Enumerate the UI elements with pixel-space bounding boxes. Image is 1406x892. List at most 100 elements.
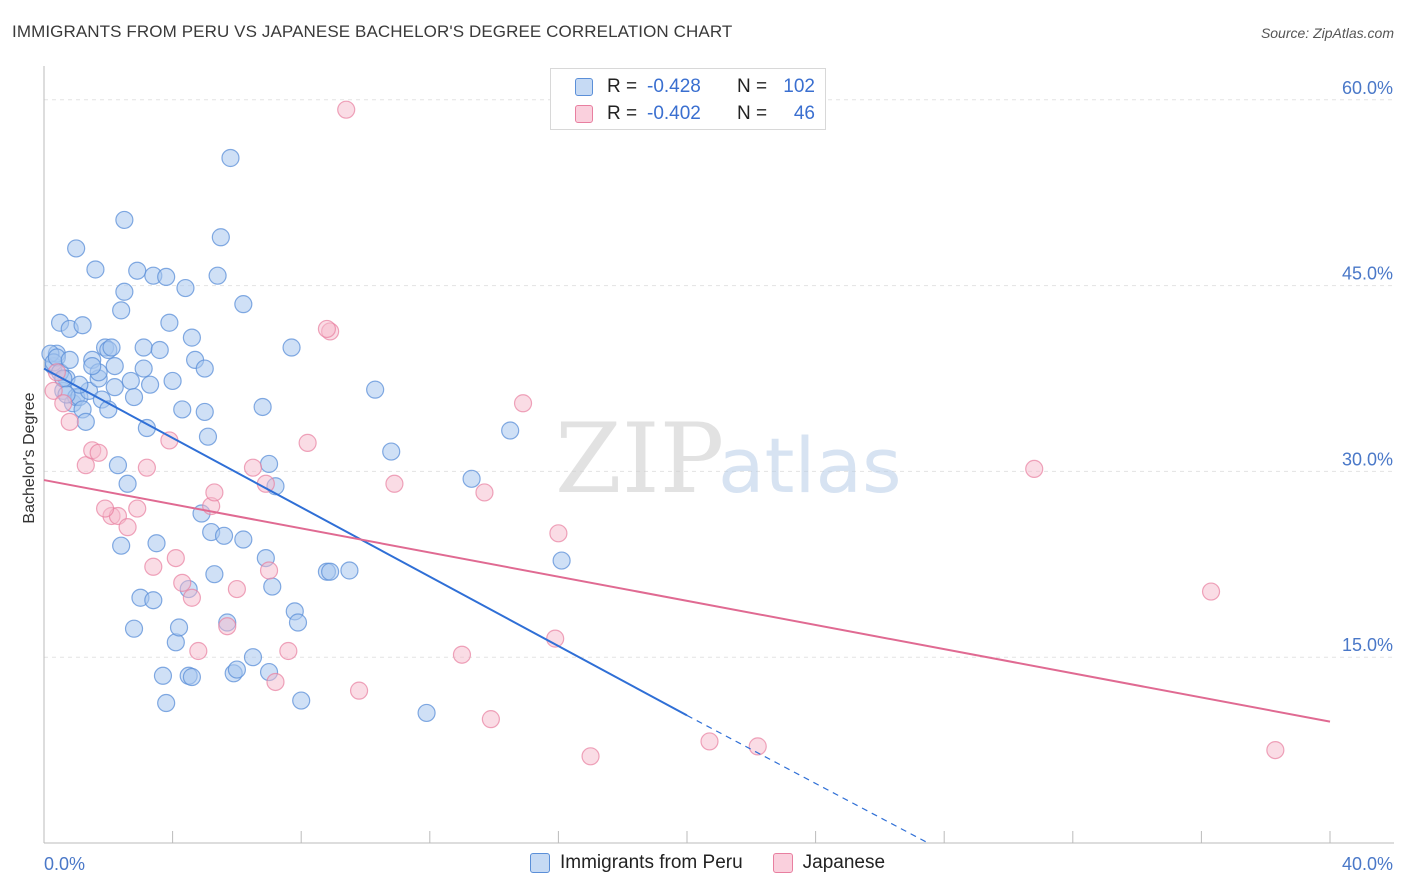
data-point-japanese — [1201, 582, 1221, 601]
data-point-peru — [160, 313, 179, 332]
data-point-japanese — [173, 573, 192, 592]
data-point-japanese — [581, 747, 600, 766]
data-point-peru — [259, 454, 279, 474]
data-point-peru — [115, 210, 134, 230]
data-point-japanese — [279, 641, 298, 661]
trend-lines — [43, 367, 1331, 844]
data-point-japanese — [137, 458, 156, 477]
data-point-peru — [340, 561, 359, 580]
grid-lines — [44, 99, 1394, 658]
data-point-japanese — [189, 641, 208, 661]
data-point-peru — [166, 633, 185, 652]
data-point-peru — [501, 421, 520, 440]
data-point-japanese — [298, 433, 317, 452]
legend-swatch-japanese — [772, 853, 793, 873]
data-point-japanese — [44, 381, 63, 400]
data-point-peru — [153, 666, 173, 685]
data-point-japanese — [259, 561, 279, 580]
data-point-peru — [67, 239, 86, 258]
data-point-japanese — [243, 458, 263, 477]
data-point-peru — [198, 427, 218, 446]
data-point-peru — [105, 356, 124, 376]
data-point-japanese — [266, 672, 285, 692]
legend-n-label: N = — [737, 76, 768, 97]
data-point-peru — [417, 703, 436, 723]
y-tick-label: 60.0% — [1342, 78, 1393, 98]
y-tick-label: 30.0% — [1342, 449, 1393, 469]
legend-r-value: -0.402 — [647, 103, 701, 124]
data-point-japanese — [1025, 459, 1044, 479]
data-point-peru — [147, 534, 166, 553]
data-point-japanese — [54, 394, 73, 413]
data-point-japanese — [60, 412, 79, 431]
series-legend: Immigrants from Peru Japanese — [530, 852, 915, 874]
data-point-peru — [124, 387, 144, 407]
legend-row-peru: R = -0.428 N = 102 — [575, 74, 815, 100]
data-point-peru — [234, 295, 253, 314]
watermark: ZIP atlas — [555, 403, 902, 515]
legend-item-peru: Immigrants from Peru — [530, 852, 743, 874]
data-point-peru — [163, 371, 182, 391]
data-point-peru — [227, 660, 246, 679]
data-point-japanese — [452, 645, 472, 664]
data-point-peru — [140, 375, 160, 394]
data-point-japanese — [89, 443, 108, 462]
y-tick-labels: 15.0% 30.0% 45.0% 60.0% — [1342, 78, 1393, 655]
y-axis-label: Bachelor's Degree — [21, 392, 38, 523]
data-point-peru — [195, 359, 214, 378]
data-point-japanese — [317, 319, 337, 339]
data-point-peru — [321, 562, 340, 581]
legend-item-japanese: Japanese — [772, 852, 886, 874]
data-point-peru — [157, 693, 176, 713]
trend-line-peru-extension — [686, 714, 929, 844]
data-point-peru — [76, 412, 95, 431]
legend-n-label: N = — [737, 103, 768, 124]
data-point-japanese — [256, 474, 275, 493]
data-point-peru — [124, 619, 144, 638]
data-point-japanese — [95, 499, 115, 518]
data-point-peru — [112, 536, 131, 555]
data-point-japanese — [349, 681, 369, 700]
data-point-japanese — [1266, 740, 1285, 760]
data-point-japanese — [385, 474, 404, 493]
data-point-peru — [134, 359, 153, 378]
data-point-peru — [144, 591, 163, 610]
data-point-peru — [86, 260, 105, 279]
watermark-atlas: atlas — [718, 421, 902, 510]
data-point-japanese — [128, 499, 147, 518]
legend-n-value: 46 — [793, 103, 815, 124]
data-point-japanese — [700, 732, 719, 751]
data-point-japanese — [218, 617, 237, 636]
data-point-peru — [108, 456, 128, 475]
trend-line-japanese — [43, 479, 1331, 723]
data-point-peru — [243, 648, 263, 667]
data-point-peru — [182, 328, 201, 347]
data-point-peru — [282, 338, 301, 357]
data-point-peru — [73, 316, 92, 335]
data-point-japanese — [513, 394, 533, 413]
legend-label-japanese: Japanese — [802, 852, 886, 873]
watermark-zip: ZIP — [555, 403, 724, 515]
trend-line-peru — [43, 367, 688, 717]
legend-r-label: R = — [607, 76, 638, 97]
data-point-peru — [234, 530, 253, 549]
data-point-peru — [121, 371, 140, 391]
data-point-peru — [112, 301, 131, 320]
legend-swatch-peru — [575, 78, 593, 96]
data-point-peru — [195, 402, 214, 422]
x-tick-label: 0.0% — [44, 854, 85, 874]
data-point-peru — [128, 261, 147, 280]
data-point-peru — [214, 526, 234, 545]
data-point-japanese — [549, 524, 568, 543]
axes — [43, 66, 1394, 844]
data-point-peru — [221, 148, 240, 168]
data-point-peru — [169, 618, 189, 637]
data-point-peru — [263, 577, 282, 596]
legend-label-peru: Immigrants from Peru — [560, 852, 743, 873]
data-point-peru — [102, 338, 121, 357]
data-point-peru — [205, 565, 224, 584]
x-tick-label: 40.0% — [1342, 854, 1393, 874]
data-point-japanese — [166, 548, 185, 568]
data-point-japanese — [144, 557, 163, 576]
